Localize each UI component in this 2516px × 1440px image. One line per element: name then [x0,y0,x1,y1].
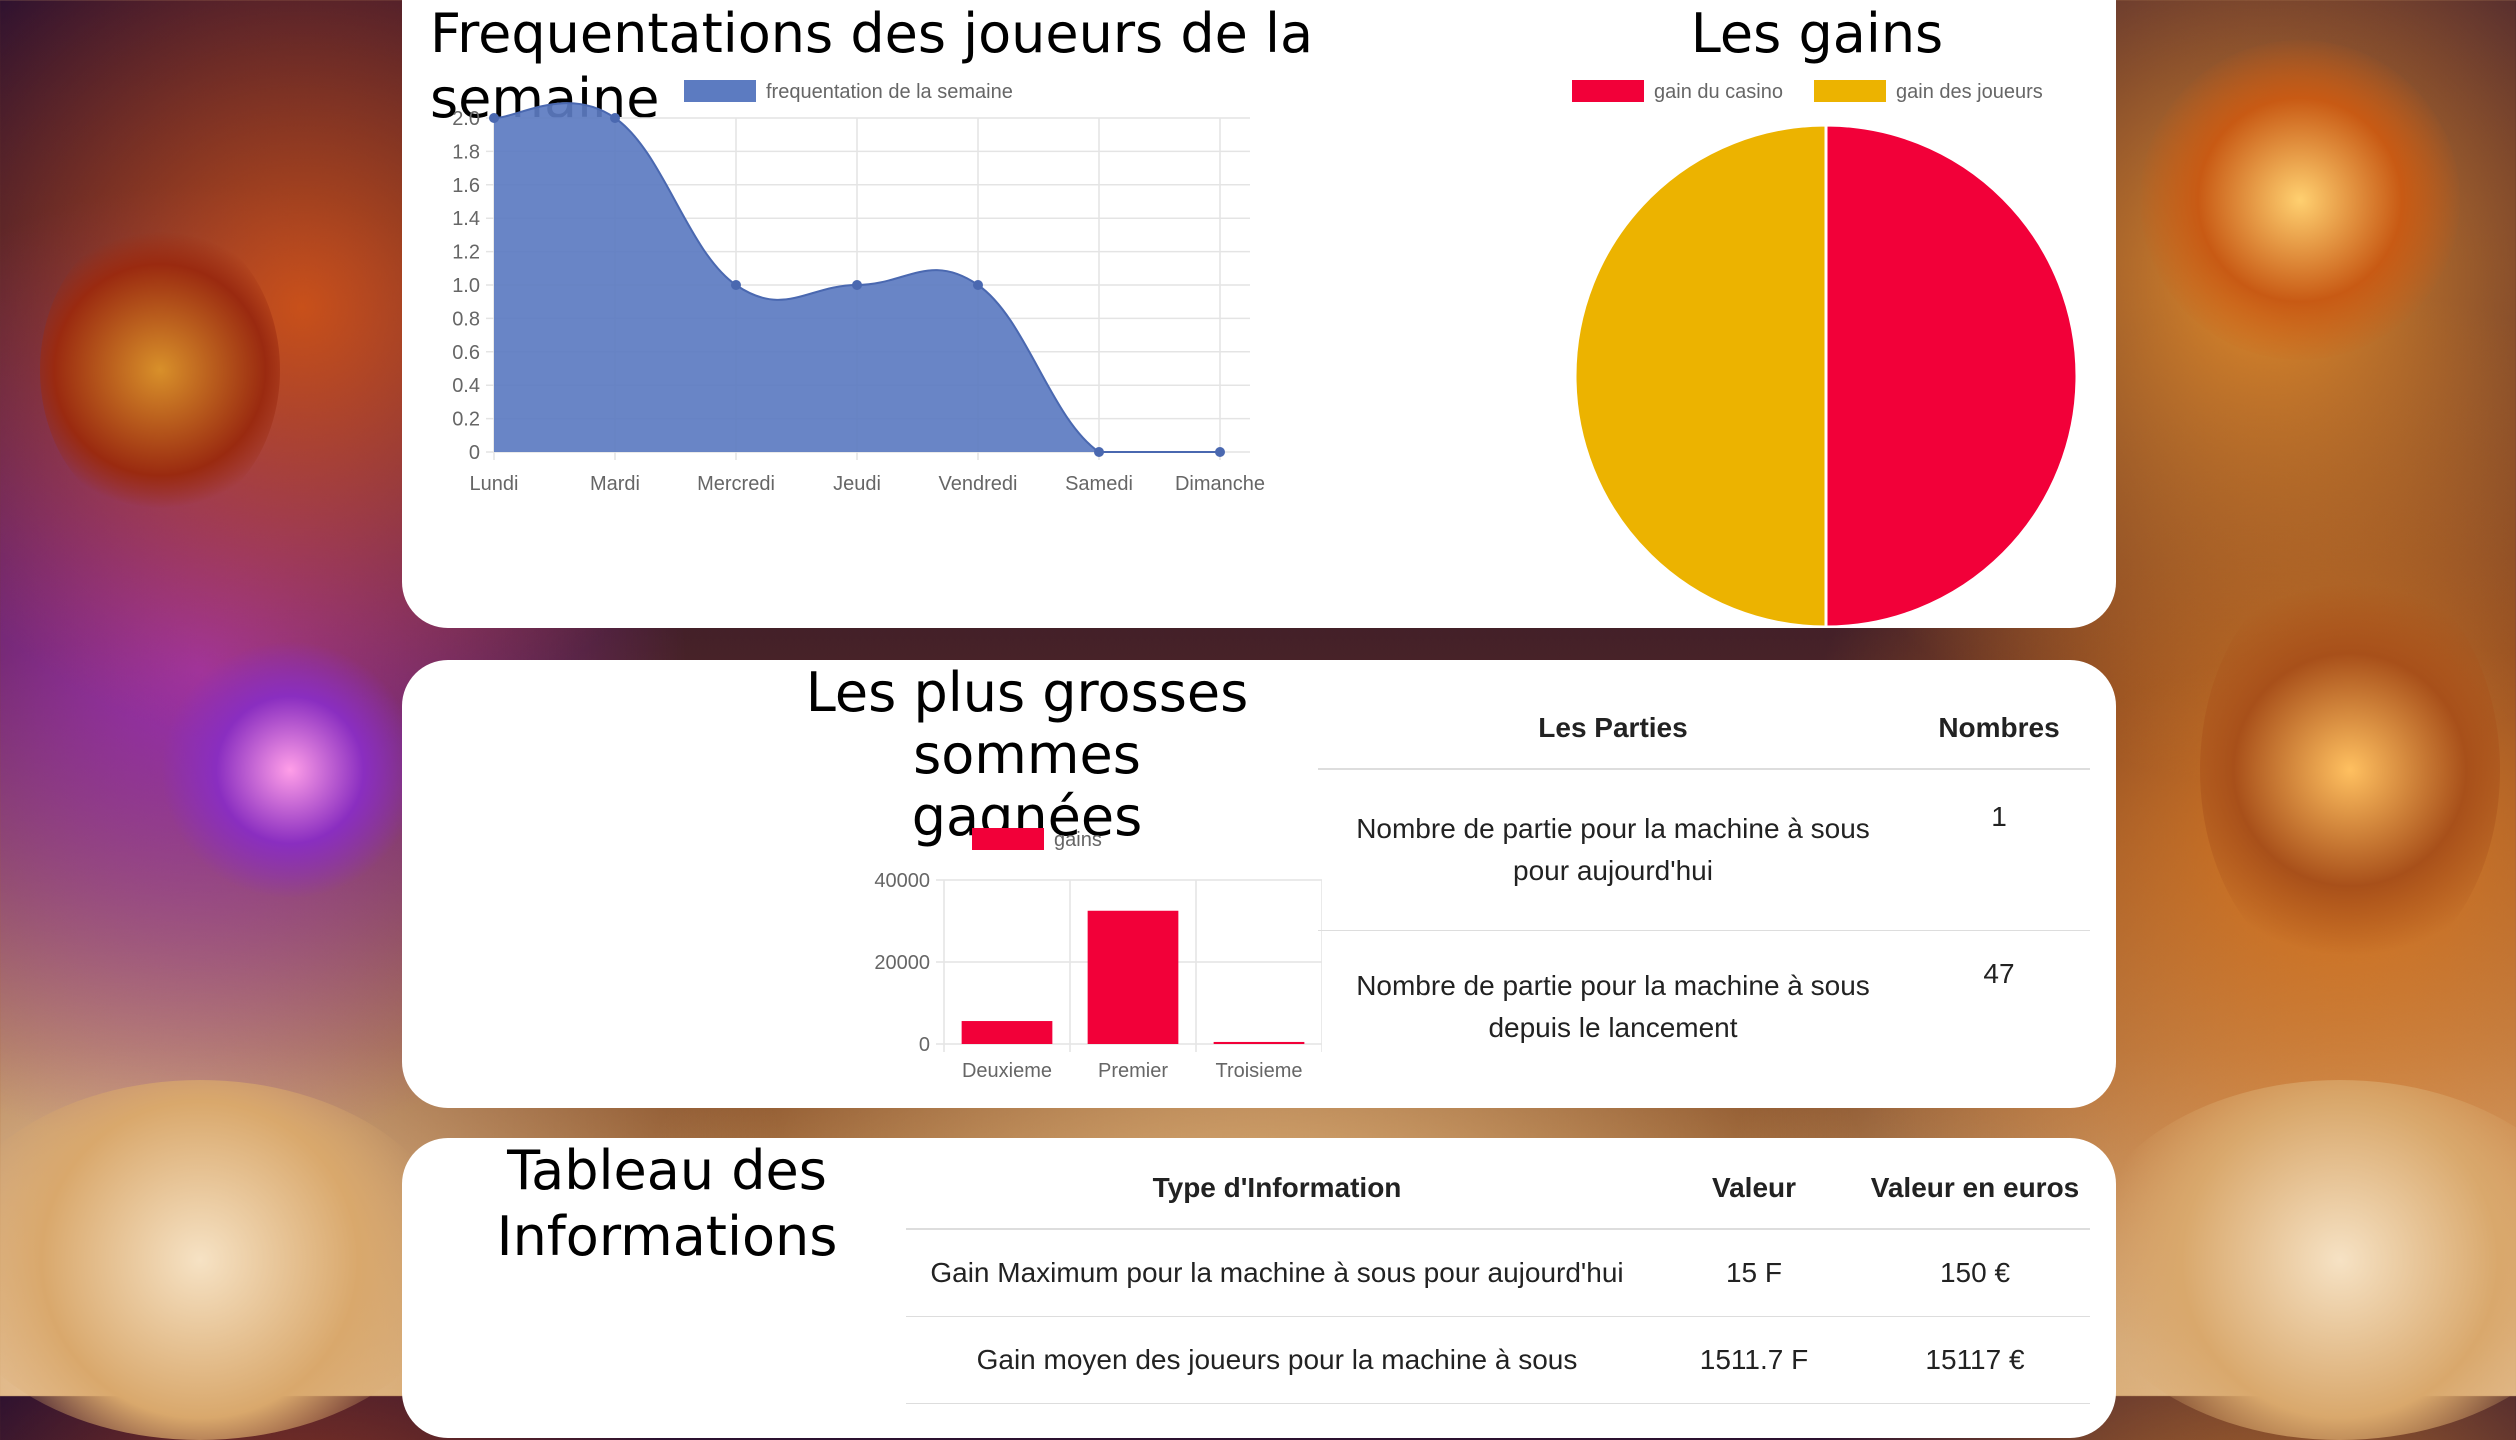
info-table: Type d'Information Valeur Valeur en euro… [906,1148,2090,1404]
weekly-y-tick-label: 1.4 [452,208,480,230]
weekly-chart-title: Frequentations des joueurs de la semaine [430,2,1314,130]
weekly-y-tick-label: 0.6 [452,342,480,364]
bar-troisieme [1213,1041,1305,1044]
info-title-line: Tableau des [507,1139,827,1202]
weekly-legend-swatch [684,80,756,102]
weekly-x-tick-label: Dimanche [1175,473,1265,495]
weekly-y-tick-label: 1.0 [452,275,480,297]
stats-card-top: Frequentations des joueurs de la semaine… [402,0,2116,628]
weekly-data-point [1215,447,1225,457]
info-header-euros: Valeur en euros [1870,1172,2080,1203]
info-section-title: Tableau des Informations [442,1138,892,1270]
table-cell-label: Nombre de partie pour la machine à sous … [1318,769,1908,931]
bar-x-tick-label: Premier [1098,1060,1168,1082]
table-row: Nombre de partie pour la machine à sous … [1318,931,2090,1084]
weekly-y-tick-label: 1.2 [452,242,480,264]
weekly-data-point [852,280,862,290]
table-row: Nombre de partie pour la machine à sous … [1318,769,2090,931]
weekly-x-tick-label: Jeudi [833,473,881,495]
info-header-type: Type d'Information [1152,1172,1402,1203]
background-decoration [40,220,280,520]
table-cell-label: Nombre de partie pour la machine à sous … [1318,931,1908,1084]
weekly-y-tick-label: 0.2 [452,409,480,431]
table-cell-euros: 150 € [1939,1257,2011,1288]
bar-x-tick-label: Deuxieme [962,1060,1052,1082]
background-decoration [2080,1080,2516,1440]
parties-row-text: Nombre de partie pour la machine à sous [1356,970,1870,1001]
bar-legend-swatch [972,828,1044,850]
table-cell-value: 47 [1983,958,2015,989]
weekly-area-series [494,103,1220,452]
table-cell-type: Gain Maximum pour la machine à sous pour… [930,1257,1624,1288]
table-cell-type: Gain moyen des joueurs pour la machine à… [976,1344,1578,1375]
bar-y-tick-label: 40000 [874,870,930,892]
parties-table: Les Parties Nombres Nombre de partie pou… [1318,688,2090,1083]
table-cell-value: 15 F [1725,1257,1783,1288]
weekly-x-tick-label: Vendredi [939,473,1018,495]
top-wins-bar-chart: Deuxieme Premier Troisieme 0 20000 40000 gai… [874,828,1322,1082]
pie-legend-label-casino: gain du casino [1654,81,1783,103]
background-decoration [2200,560,2500,980]
weekly-data-point [973,280,983,290]
pie-slice-casino [1824,123,2079,628]
pie-legend-swatch-casino [1572,80,1644,102]
bar-deuxieme [961,1021,1053,1044]
bar-legend-label: gains [1054,829,1102,851]
weekly-x-tick-label: Lundi [470,473,519,495]
weekly-y-tick-label: 0.8 [452,308,480,330]
weekly-x-tick-label: Mercredi [697,473,775,495]
table-cell-value: 1511.7 F [1699,1344,1809,1375]
background-decoration [0,1080,460,1440]
bar-premier [1087,910,1179,1044]
stats-card-middle: Les plus grosses sommes gagnées Deuxieme… [402,660,2116,1108]
info-table-header-row: Type d'Information Valeur Valeur en euro… [906,1148,2090,1229]
table-row: Gain moyen des joueurs pour la machine à… [906,1317,2090,1404]
info-header-value: Valeur [1711,1172,1797,1203]
pie-legend-label-joueurs: gain des joueurs [1896,81,2043,103]
parties-table-header-row: Les Parties Nombres [1318,688,2090,769]
parties-row-text: pour aujourd'hui [1513,855,1713,886]
pie-slice-joueurs [1573,123,1828,628]
weekly-y-tick-label: 2.0 [452,108,480,130]
table-cell-euros: 15117 € [1925,1344,2025,1375]
weekly-area-chart: Lundi Mardi Mercredi Jeudi Vendredi Samedi Dim… [452,80,1265,495]
weekly-x-tick-label: Samedi [1065,473,1133,495]
weekly-legend-label: frequentation de la semaine [766,81,1013,103]
table-row: Gain Maximum pour la machine à sous pour… [906,1229,2090,1317]
bar-y-tick-label: 20000 [874,952,930,974]
info-card: Tableau des Informations Type d'Informat… [402,1138,2116,1438]
weekly-data-point [610,113,620,123]
parties-header-label: Les Parties [1538,712,1688,743]
gains-pie-chart: gain du casino gain des joueurs [1572,80,2079,628]
bar-x-tick-label: Troisieme [1215,1060,1302,1082]
top-wins-chart-title: Les plus grosses sommes gagnées [805,661,1249,848]
weekly-y-tick-label: 0 [469,442,480,464]
parties-header-count: Nombres [1938,712,2060,743]
gains-chart-title: Les gains [1690,2,1944,65]
weekly-data-point [489,113,499,123]
parties-row-text: depuis le lancement [1488,1012,1738,1043]
background-decoration [2140,40,2460,360]
pie-legend-swatch-joueurs [1814,80,1886,102]
background-decoration [160,640,420,900]
weekly-data-point [731,280,741,290]
parties-row-text: Nombre de partie pour la machine à sous [1356,813,1870,844]
weekly-y-tick-label: 1.6 [452,175,480,197]
weekly-x-tick-label: Mardi [590,473,640,495]
weekly-y-tick-label: 1.8 [452,141,480,163]
weekly-data-point [1094,447,1104,457]
table-cell-value: 1 [1991,801,2007,832]
weekly-y-tick-label: 0.4 [452,375,480,397]
info-title-line: Informations [496,1205,838,1268]
bar-y-tick-label: 0 [919,1034,930,1056]
